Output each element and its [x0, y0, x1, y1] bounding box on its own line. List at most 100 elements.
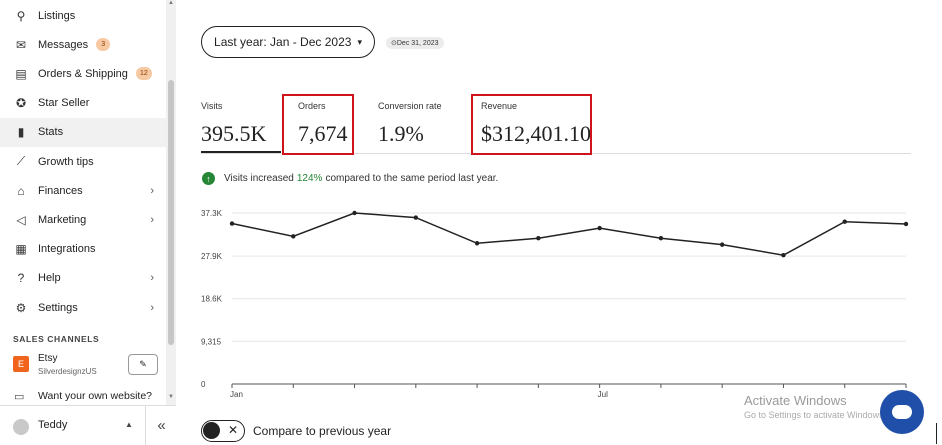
user-name[interactable]: Teddy [38, 419, 68, 431]
y-tick-label: 0 [201, 380, 206, 389]
visits-label: Visits [201, 101, 223, 111]
sidebar-item-label: Help [38, 272, 61, 285]
bank-icon: ⌂ [17, 183, 25, 198]
chat-button[interactable] [880, 390, 924, 434]
sidebar-scroll-thumb[interactable] [168, 80, 174, 345]
trend-icon: ⟋ [16, 154, 26, 168]
caret-down-icon: ▾ [357, 36, 362, 47]
avatar[interactable] [13, 419, 29, 435]
x-tick-label: Jul [598, 390, 608, 399]
sidebar-item-finances[interactable]: ⌂ Finances › [0, 176, 166, 205]
y-tick-label: 37.3K [201, 209, 223, 218]
arrow-up-icon: ↑ [202, 172, 215, 185]
sidebar-item-label: Settings [38, 301, 78, 314]
sidebar-item-label: Orders & Shipping [38, 67, 128, 80]
data-point[interactable] [597, 225, 602, 231]
chevron-right-icon: › [150, 184, 154, 197]
visits-value[interactable]: 395.5K [201, 121, 267, 146]
scroll-down-arrow-icon[interactable]: ▼ [168, 394, 174, 400]
count-badge: 12 [135, 67, 152, 81]
chevron-right-icon: › [150, 301, 154, 314]
data-point[interactable] [536, 236, 541, 241]
clipboard-icon: ▤ [15, 66, 27, 81]
sidebar: ⚲ Listings ✉ Messages 3 ▤ Orders & Shipping 12 ✪… [0, 0, 166, 444]
y-tick-label: 18.6K [201, 295, 223, 304]
channel-name: Etsy [38, 353, 58, 364]
sidebar-item-label: Listings [38, 9, 76, 22]
help-icon: ? [17, 271, 25, 286]
active-stat-underline [201, 151, 281, 153]
data-point[interactable] [903, 221, 909, 227]
sidebar-item-orders-shipping[interactable]: ▤ Orders & Shipping 12 [0, 59, 166, 88]
sidebar-item-label: Growth tips [38, 155, 94, 168]
shapes-icon: ⚲ [16, 8, 26, 23]
sidebar-item-listings[interactable]: ⚲ Listings [0, 1, 166, 30]
data-point[interactable] [719, 242, 725, 247]
gear-icon: ⚙ [15, 300, 27, 315]
toggle-knob [203, 422, 220, 439]
data-point[interactable] [842, 219, 847, 224]
chevron-right-icon: › [150, 213, 154, 226]
sidebar-item-stats[interactable]: ▮ Stats [0, 117, 166, 147]
envelope-icon: ✉ [15, 37, 27, 52]
sidebar-item-marketing[interactable]: ◁ Marketing › [0, 205, 166, 234]
sidebar-item-label: Star Seller [38, 97, 90, 110]
sidebar-item-integrations[interactable]: ▦ Integrations [0, 235, 166, 264]
want-website-label: Want your own website? [38, 390, 152, 402]
activate-windows-title: Activate Windows [744, 393, 847, 408]
pencil-icon: ✎ [139, 359, 147, 369]
sidebar-item-help[interactable]: ? Help › [0, 264, 166, 293]
star-seller-icon: ✪ [15, 96, 27, 111]
orders-label: Orders [298, 101, 326, 111]
data-point[interactable] [291, 234, 296, 239]
sidebar-item-star-seller[interactable]: ✪ Star Seller [0, 89, 166, 118]
sidebar-item-label: Finances [38, 184, 83, 197]
visits-insight: ↑ Visits increased 124% compared to the … [202, 172, 498, 185]
visits-line-chart: 37.3K 27.9K 18.6K 9,315 0 Jan Jul [201, 209, 909, 399]
data-point[interactable] [781, 252, 786, 258]
user-bar: Teddy ▲ « [0, 405, 176, 445]
sidebar-item-label: Integrations [38, 243, 96, 256]
series-line [231, 212, 907, 256]
sidebar-item-label: Stats [38, 126, 64, 139]
revenue-label: Revenue [481, 101, 518, 111]
user-menu-caret-icon[interactable]: ▲ [125, 420, 133, 429]
sales-channel-etsy[interactable]: E Etsy SilverdesignzUS ✎ [0, 348, 166, 382]
grid-icon: ▦ [15, 242, 27, 257]
bar-chart-icon: ▮ [17, 125, 25, 140]
revenue-highlight-box [471, 94, 592, 155]
website-icon: ▭ [14, 390, 25, 403]
megaphone-icon: ◁ [16, 212, 26, 227]
revenue-value[interactable]: $312,401.10 [481, 121, 591, 146]
edit-channel-button[interactable]: ✎ [128, 354, 158, 375]
conversion-label: Conversion rate [378, 101, 442, 111]
compare-toggle[interactable]: ✕ [201, 420, 245, 442]
x-tick-label: Jan [230, 390, 243, 399]
want-website-link[interactable]: ▭ Want your own website? [0, 386, 166, 406]
data-point[interactable] [474, 241, 480, 246]
orders-highlight-box [282, 94, 354, 155]
sidebar-item-label: Marketing [38, 213, 87, 226]
sidebar-item-label: Messages [38, 38, 89, 51]
window-edge [936, 423, 937, 444]
data-point[interactable] [413, 215, 419, 220]
sidebar-item-growth-tips[interactable]: ⟋ Growth tips [0, 147, 166, 176]
sidebar-item-settings[interactable]: ⚙ Settings › [0, 293, 166, 322]
shop-name: SilverdesignzUS [38, 367, 97, 376]
data-point[interactable] [352, 210, 357, 216]
scroll-up-arrow-icon[interactable]: ▲ [168, 0, 174, 6]
date-chip: ⊙Dec 31, 2023 [386, 37, 444, 49]
conversion-value[interactable]: 1.9% [378, 121, 424, 146]
insight-text-after: compared to the same period last year. [325, 173, 499, 184]
date-range-button[interactable]: Last year: Jan - Dec 2023 ▾ [201, 26, 375, 58]
activate-windows-subtitle: Go to Settings to activate Windows. [744, 410, 887, 420]
sidebar-item-messages[interactable]: ✉ Messages 3 [0, 30, 166, 59]
etsy-logo-icon: E [13, 356, 29, 372]
count-badge: 3 [96, 38, 111, 52]
compare-previous-year[interactable]: ✕ Compare to previous year [201, 420, 391, 442]
orders-value[interactable]: 7,674 [298, 121, 348, 146]
data-point[interactable] [229, 221, 235, 226]
chevron-right-icon: › [150, 272, 154, 285]
data-point[interactable] [658, 236, 664, 241]
collapse-sidebar-button[interactable]: « [145, 406, 177, 445]
